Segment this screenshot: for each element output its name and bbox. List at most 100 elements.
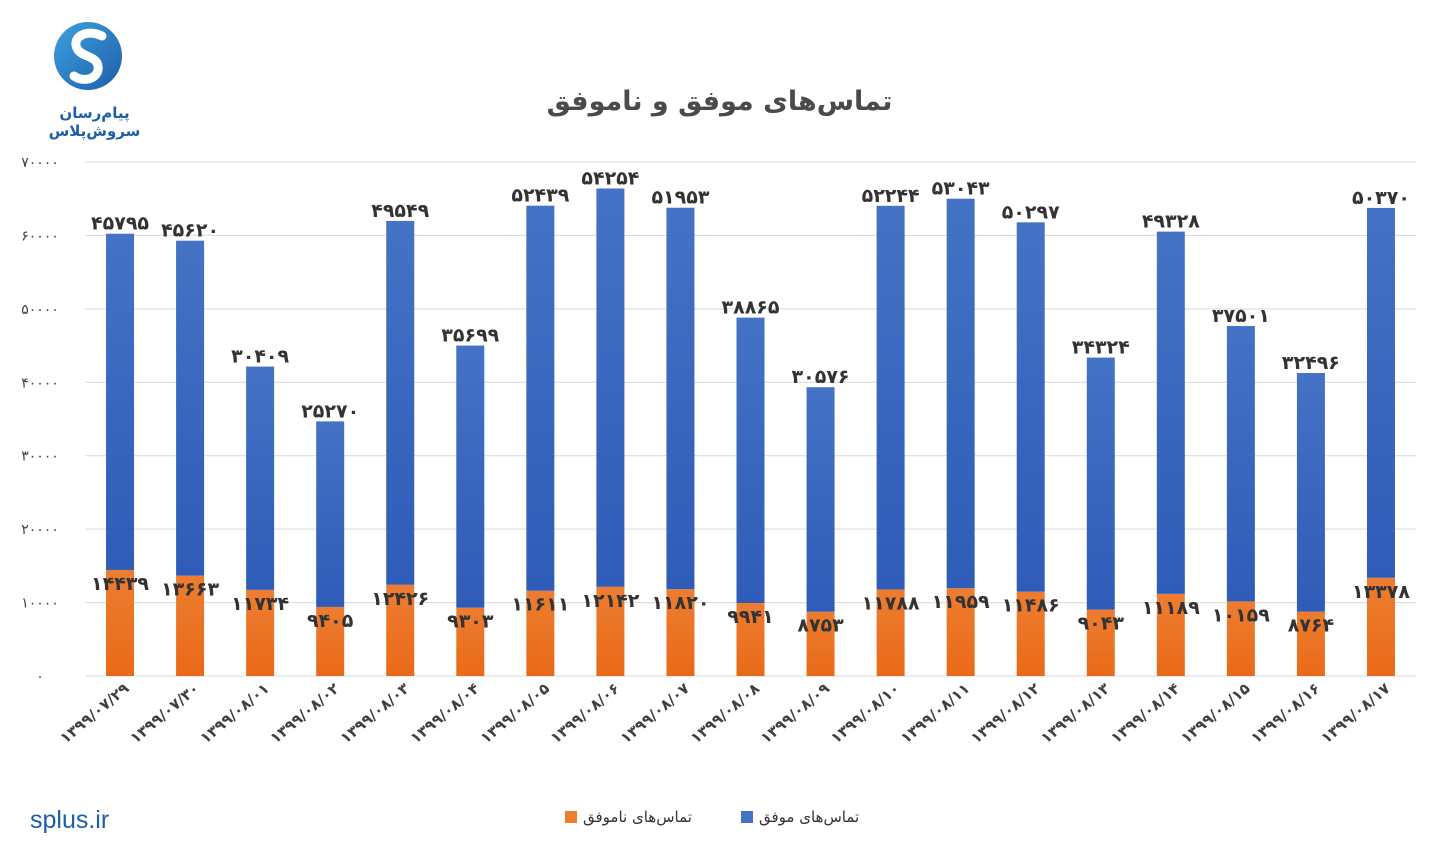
x-axis-ticks: ۱۳۹۹/۰۷/۲۹۱۳۹۹/۰۷/۳۰۱۳۹۹/۰۸/۰۱۱۳۹۹/۰۸/۰۲… (57, 679, 1394, 747)
data-label-fail: ۱۱۹۵۹ (932, 591, 990, 613)
x-tick-label: ۱۳۹۹/۰۸/۱۵ (1177, 679, 1253, 747)
bar-fail (176, 575, 205, 676)
data-label-fail: ۱۲۱۴۲ (581, 590, 639, 612)
data-label-fail: ۱۴۴۳۹ (91, 573, 149, 595)
bar-success (1296, 373, 1325, 612)
legend-label-success: تماس‌های موفق (759, 808, 860, 826)
bar-fail (946, 588, 975, 676)
data-label-success: ۴۵۶۲۰ (161, 220, 219, 242)
legend-item-success: تماس‌های موفق (741, 808, 859, 826)
bar-success (176, 240, 205, 576)
data-label-success: ۴۵۷۹۵ (91, 213, 149, 235)
data-label-fail: ۱۳۶۶۳ (161, 579, 219, 601)
bar-fail (316, 606, 345, 676)
x-tick-label: ۱۳۹۹/۰۸/۱۲ (967, 679, 1043, 747)
y-axis-ticks: ۰ ۱۰۰۰۰ ۲۰۰۰۰ ۳۰۰۰۰ ۴۰۰۰۰ ۵۰۰۰۰ ۶۰۰۰۰ ۷۰۰۰۰ (21, 155, 59, 685)
data-label-success: ۴۹۵۴۹ (371, 200, 429, 222)
splus-logo (54, 22, 122, 90)
y-tick-label: ۵۰۰۰۰ (21, 302, 59, 318)
data-label-fail: ۹۴۰۵ (307, 610, 354, 632)
bars (106, 188, 1395, 676)
legend-label-fail: تماس‌های ناموفق (583, 808, 692, 826)
bar-success (526, 205, 555, 591)
data-label-fail: ۱۱۴۸۶ (1002, 595, 1060, 617)
website-link[interactable]: splus.ir (30, 806, 110, 834)
bar-success (736, 317, 765, 604)
bar-fail (1366, 577, 1395, 676)
data-label-fail: ۹۳۰۳ (447, 611, 494, 633)
bar-success (316, 421, 345, 607)
legend-item-fail: تماس‌های ناموفق (565, 808, 692, 826)
x-tick-label: ۱۳۹۹/۰۸/۰۴ (407, 679, 483, 747)
data-label-success: ۵۴۲۵۴ (581, 167, 639, 189)
bar-success (1226, 326, 1255, 602)
bar-fail (876, 589, 905, 676)
bar-success (806, 387, 835, 612)
bar-fail (736, 603, 765, 676)
x-tick-label: ۱۳۹۹/۰۸/۱۰ (827, 679, 903, 747)
data-label-success: ۴۹۳۲۸ (1142, 211, 1200, 233)
bar-success (386, 220, 415, 585)
y-tick-label: ۷۰۰۰۰ (21, 155, 59, 171)
data-label-success: ۵۳۰۴۳ (932, 178, 990, 200)
chart-title: تماس‌های موفق و ناموفق (546, 86, 893, 117)
data-label-fail: ۱۱۱۸۹ (1142, 597, 1200, 619)
y-tick-label: ۰ (36, 669, 44, 685)
legend-swatch-fail (565, 811, 577, 823)
bar-fail (1016, 591, 1045, 676)
data-label-fail: ۸۷۵۳ (797, 615, 844, 637)
bar-fail (456, 607, 485, 676)
bar-fail (1226, 601, 1255, 676)
brand-name: پیام‌رسان سروش‌پلاس (48, 104, 141, 140)
bar-success (596, 188, 625, 587)
data-labels: ۱۴۴۳۹ ۴۵۷۹۵ ۱۳۶۶۳ ۴۵۶۲۰ ۱۱۷۳۴ ۳۰۴۰۹ ۹۴۰۵ ۲۵۲۷۰ ۱… (91, 167, 1410, 636)
x-tick-label: ۱۳۹۹/۰۷/۳۰ (127, 679, 203, 747)
x-tick-label: ۱۳۹۹/۰۸/۰۷ (617, 679, 693, 747)
y-tick-label: ۶۰۰۰۰ (21, 228, 59, 244)
legend-swatch-success (741, 811, 753, 823)
bar-success (876, 205, 905, 590)
data-label-fail: ۱۲۴۲۶ (371, 588, 429, 610)
y-tick-label: ۲۰۰۰۰ (21, 522, 59, 538)
data-label-fail: ۹۹۴۱ (727, 606, 773, 628)
y-tick-label: ۳۰۰۰۰ (21, 449, 59, 465)
bar-success (666, 207, 695, 590)
bar-fail (1296, 611, 1325, 676)
data-label-fail: ۸۷۶۴ (1288, 615, 1334, 637)
data-label-success: ۳۴۳۲۴ (1072, 337, 1130, 359)
data-label-success: ۳۲۴۹۶ (1282, 352, 1340, 374)
bar-success (1016, 222, 1045, 592)
x-tick-label: ۱۳۹۹/۰۸/۱۱ (897, 679, 973, 747)
bar-success (1086, 357, 1115, 610)
x-tick-label: ۱۳۹۹/۰۸/۰۵ (477, 679, 553, 747)
x-tick-label: ۱۳۹۹/۰۸/۱۴ (1107, 679, 1183, 747)
data-label-success: ۵۰۳۷۰ (1352, 187, 1410, 209)
x-tick-label: ۱۳۹۹/۰۸/۰۶ (547, 679, 623, 747)
bar-fail (806, 611, 835, 676)
data-label-success: ۵۲۴۳۹ (511, 185, 569, 207)
bar-fail (1086, 609, 1115, 676)
bar-fail (246, 589, 275, 676)
data-label-fail: ۱۱۷۳۴ (231, 593, 289, 615)
data-label-success: ۵۱۹۵۳ (651, 187, 709, 209)
y-tick-label: ۱۰۰۰۰ (21, 596, 59, 612)
y-tick-label: ۴۰۰۰۰ (21, 375, 59, 391)
x-tick-label: ۱۳۹۹/۰۸/۱۷ (1317, 679, 1393, 747)
data-label-fail: ۱۱۷۸۸ (862, 592, 920, 614)
bar-fail (596, 586, 625, 676)
bar-success (456, 345, 485, 608)
data-label-success: ۳۰۵۷۶ (792, 366, 850, 388)
bar-success (246, 366, 275, 590)
x-tick-label: ۱۳۹۹/۰۸/۰۲ (267, 679, 343, 747)
bar-fail (526, 590, 555, 676)
bar-fail (386, 584, 415, 676)
bar-fail (106, 569, 135, 676)
data-label-success: ۳۸۸۶۵ (722, 297, 780, 319)
x-tick-label: ۱۳۹۹/۰۸/۰۳ (337, 679, 413, 747)
data-label-success: ۳۵۶۹۹ (441, 325, 499, 347)
x-tick-label: ۱۳۹۹/۰۸/۰۹ (757, 679, 833, 747)
x-tick-label: ۱۳۹۹/۰۸/۰۸ (687, 679, 763, 747)
data-label-success: ۳۷۵۰۱ (1212, 305, 1270, 327)
data-label-fail: ۹۰۴۳ (1078, 613, 1125, 635)
bar-success (1156, 231, 1185, 594)
